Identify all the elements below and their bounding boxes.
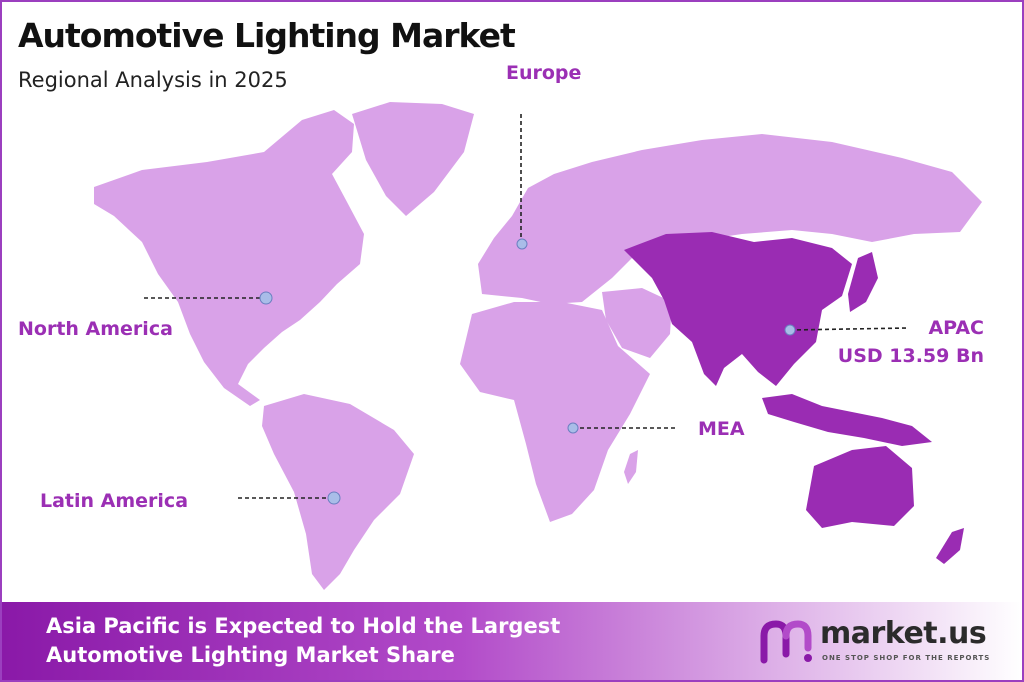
apac-callout: APAC USD 13.59 Bn (838, 314, 984, 370)
mea-label: MEA (698, 418, 745, 440)
europe-marker (516, 238, 528, 250)
north-america-marker (259, 291, 273, 305)
map-south-america (262, 394, 414, 590)
north-america-label: North America (18, 318, 173, 340)
footer-line-1: Asia Pacific is Expected to Hold the Lar… (46, 614, 561, 638)
map-africa (460, 302, 650, 522)
market-us-logo-icon (760, 620, 812, 664)
map-middle-east (602, 288, 672, 358)
logo-name: market.us (820, 616, 987, 651)
page-subtitle: Regional Analysis in 2025 (18, 68, 288, 92)
latin-america-label: Latin America (40, 490, 189, 512)
map-madagascar (624, 450, 638, 484)
footer-line-2: Automotive Lighting Market Share (46, 643, 455, 667)
apac-label: APAC (928, 317, 984, 339)
market-us-logo: market.us ONE STOP SHOP FOR THE REPORTS (758, 614, 991, 670)
page-title: Automotive Lighting Market (18, 16, 516, 55)
map-apac-mainland (624, 232, 852, 386)
map-australia (806, 446, 914, 528)
footer-message: Asia Pacific is Expected to Hold the Lar… (46, 612, 560, 670)
world-map (94, 102, 982, 590)
apac-marker (784, 324, 796, 336)
map-southeast-asia-islands (762, 394, 932, 446)
mea-marker (567, 422, 579, 434)
apac-value: USD 13.59 Bn (837, 345, 984, 367)
footer-banner: Asia Pacific is Expected to Hold the Lar… (2, 602, 1022, 680)
logo-tagline: ONE STOP SHOP FOR THE REPORTS (822, 654, 991, 662)
map-japan (848, 252, 878, 312)
map-new-zealand (936, 528, 964, 564)
map-north-america (94, 110, 364, 406)
latin-america-marker (327, 491, 341, 505)
map-eurasia-north (478, 134, 982, 304)
europe-label: Europe (506, 62, 582, 84)
apac-leader-line (789, 327, 909, 331)
map-greenland (352, 102, 474, 216)
